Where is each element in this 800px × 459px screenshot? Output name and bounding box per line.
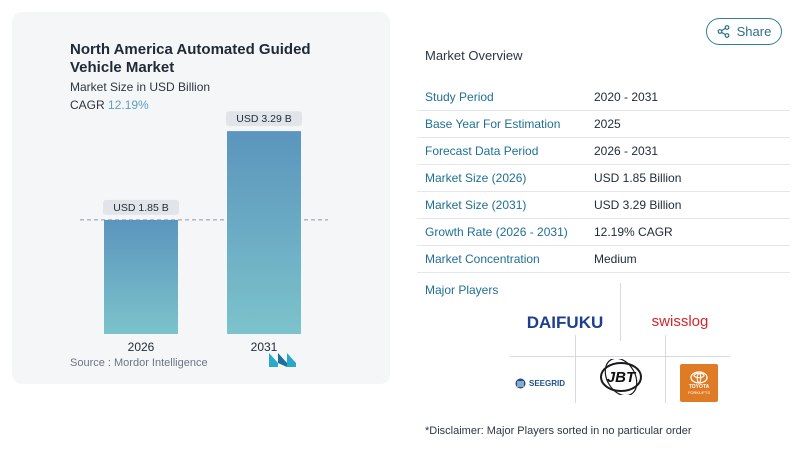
data-label-box — [226, 111, 302, 127]
grid-divider — [510, 356, 730, 357]
overview-value: 2026 - 2031 — [594, 144, 659, 158]
data-label: USD 1.85 B — [113, 202, 168, 214]
overview-row: Growth Rate (2026 - 2031) 12.19% CAGR — [417, 219, 790, 246]
overview-key: Growth Rate (2026 - 2031) — [425, 225, 568, 239]
x-tick-label: 2026 — [128, 340, 155, 354]
overview-value: USD 3.29 Billion — [594, 198, 682, 212]
bar-2031 — [227, 131, 301, 334]
overview-value: 2025 — [594, 117, 621, 131]
overview-key: Market Concentration — [425, 252, 540, 266]
daifuku-logo: DAIFUKU — [526, 313, 604, 332]
mordor-intelligence-logo — [269, 353, 296, 367]
x-tick-label: 2031 — [251, 340, 278, 354]
chart-subtitle: Market Size in USD Billion — [70, 80, 211, 94]
bar-2026 — [104, 219, 178, 334]
overview-row: Study Period 2020 - 2031 — [417, 84, 790, 111]
share-button[interactable]: Share — [706, 18, 782, 45]
overview-row: Market Size (2031) USD 3.29 Billion — [417, 192, 790, 219]
overview-row: Market Concentration Medium — [417, 246, 790, 273]
data-label-box — [103, 199, 179, 215]
seegrid-logo: SEEGRID — [510, 368, 570, 398]
grid-divider — [620, 283, 621, 341]
overview-key: Base Year For Estimation — [425, 117, 561, 131]
overview-table: Study Period 2020 - 2031 Base Year For E… — [417, 84, 790, 273]
overview-row: Base Year For Estimation 2025 — [417, 111, 790, 138]
overview-value: Medium — [594, 252, 637, 266]
chart-source: Source : Mordor Intelligence — [70, 357, 208, 369]
overview-title: Market Overview — [425, 48, 523, 63]
overview-value: 12.19% CAGR — [594, 225, 673, 239]
overview-key: Study Period — [425, 90, 494, 104]
swisslog-logo: swisslog — [651, 312, 709, 330]
overview-key: Market Size (2031) — [425, 198, 527, 212]
cagr-value: 12.19% — [108, 98, 149, 112]
toyota-emblem-icon — [690, 371, 708, 384]
toyota-forklifts-logo: TOYOTA FORKLIFTS — [680, 364, 718, 402]
share-label: Share — [736, 24, 772, 39]
jbt-logo: JBT — [585, 355, 657, 399]
overview-row: Market Size (2026) USD 1.85 Billion — [417, 165, 790, 192]
data-label: USD 3.29 B — [236, 113, 291, 125]
seegrid-mark-icon — [515, 378, 526, 388]
chart-card — [12, 12, 390, 384]
cagr-label: CAGR — [70, 98, 105, 112]
major-players-label: Major Players — [425, 283, 499, 297]
overview-row: Forecast Data Period 2026 - 2031 — [417, 138, 790, 165]
overview-value: 2020 - 2031 — [594, 90, 659, 104]
share-icon — [717, 25, 730, 38]
bar-chart: USD 1.85 B 2026 USD 3.29 B 2031 — [80, 111, 328, 354]
grid-divider — [575, 335, 576, 403]
chart-title: North America Automated Guided Vehicle M… — [70, 41, 311, 76]
overview-key: Forecast Data Period — [425, 144, 539, 158]
overview-value: USD 1.85 Billion — [594, 171, 682, 185]
grid-divider — [665, 335, 666, 403]
disclaimer-note: *Disclaimer: Major Players sorted in no … — [425, 425, 692, 437]
chart-cagr: CAGR 12.19% — [70, 98, 149, 112]
overview-key: Market Size (2026) — [425, 171, 527, 185]
jbt-ring-icon — [600, 359, 642, 395]
player-logo-grid: DAIFUKU swisslog SEEGRID JBT TOYOTA FORK… — [505, 283, 735, 403]
